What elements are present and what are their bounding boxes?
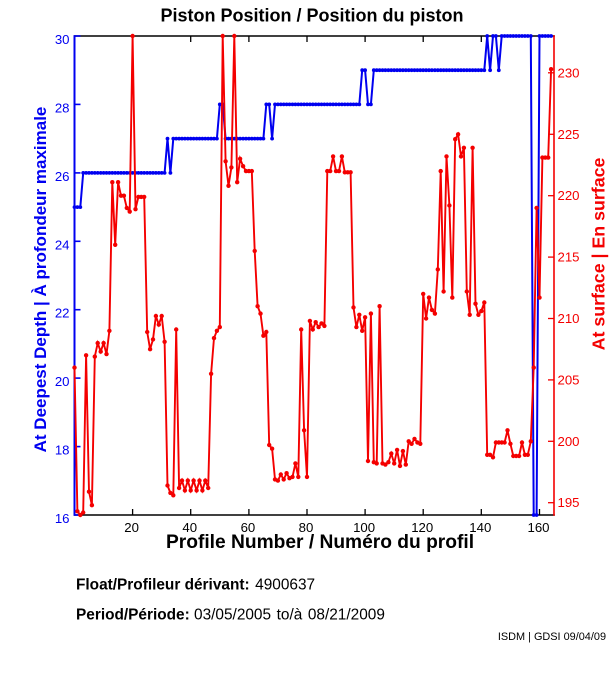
svg-text:210: 210: [558, 311, 580, 326]
svg-text:20: 20: [124, 520, 139, 535]
svg-text:100: 100: [353, 520, 375, 535]
svg-text:80: 80: [299, 520, 314, 535]
svg-text:Float/Profileur dérivant: 490: Float/Profileur dérivant: 4900637: [76, 577, 315, 594]
svg-text:At Deepest Depth | À profondeu: At Deepest Depth | À profondeur maximale: [31, 107, 50, 453]
svg-text:215: 215: [558, 250, 580, 265]
svg-text:40: 40: [182, 520, 197, 535]
svg-text:120: 120: [411, 520, 433, 535]
svg-text:230: 230: [558, 65, 580, 80]
svg-text:ISDM | GDSI 09/04/09: ISDM | GDSI 09/04/09: [498, 631, 606, 643]
svg-text:195: 195: [558, 495, 580, 510]
svg-text:205: 205: [558, 372, 580, 387]
svg-text:200: 200: [558, 434, 580, 449]
svg-text:60: 60: [241, 520, 256, 535]
svg-text:16: 16: [55, 511, 70, 526]
svg-text:At surface | En surface: At surface | En surface: [589, 158, 609, 351]
svg-text:225: 225: [558, 127, 580, 142]
svg-text:28: 28: [55, 100, 70, 115]
svg-text:Profile Number / Numéro du pro: Profile Number / Numéro du profil: [166, 532, 474, 553]
svg-text:20: 20: [55, 374, 70, 389]
svg-text:140: 140: [469, 520, 491, 535]
svg-text:24: 24: [55, 237, 70, 252]
svg-text:Piston Position / Position du: Piston Position / Position du piston: [161, 6, 464, 26]
svg-text:26: 26: [55, 169, 70, 184]
svg-text:Period/Période: 03/05/2005 to: Period/Période: 03/05/2005 to/à 08/21/20…: [76, 607, 385, 624]
svg-text:22: 22: [55, 306, 70, 321]
svg-text:160: 160: [527, 520, 549, 535]
svg-text:30: 30: [55, 32, 70, 47]
svg-text:18: 18: [55, 443, 70, 458]
svg-text:220: 220: [558, 188, 580, 203]
